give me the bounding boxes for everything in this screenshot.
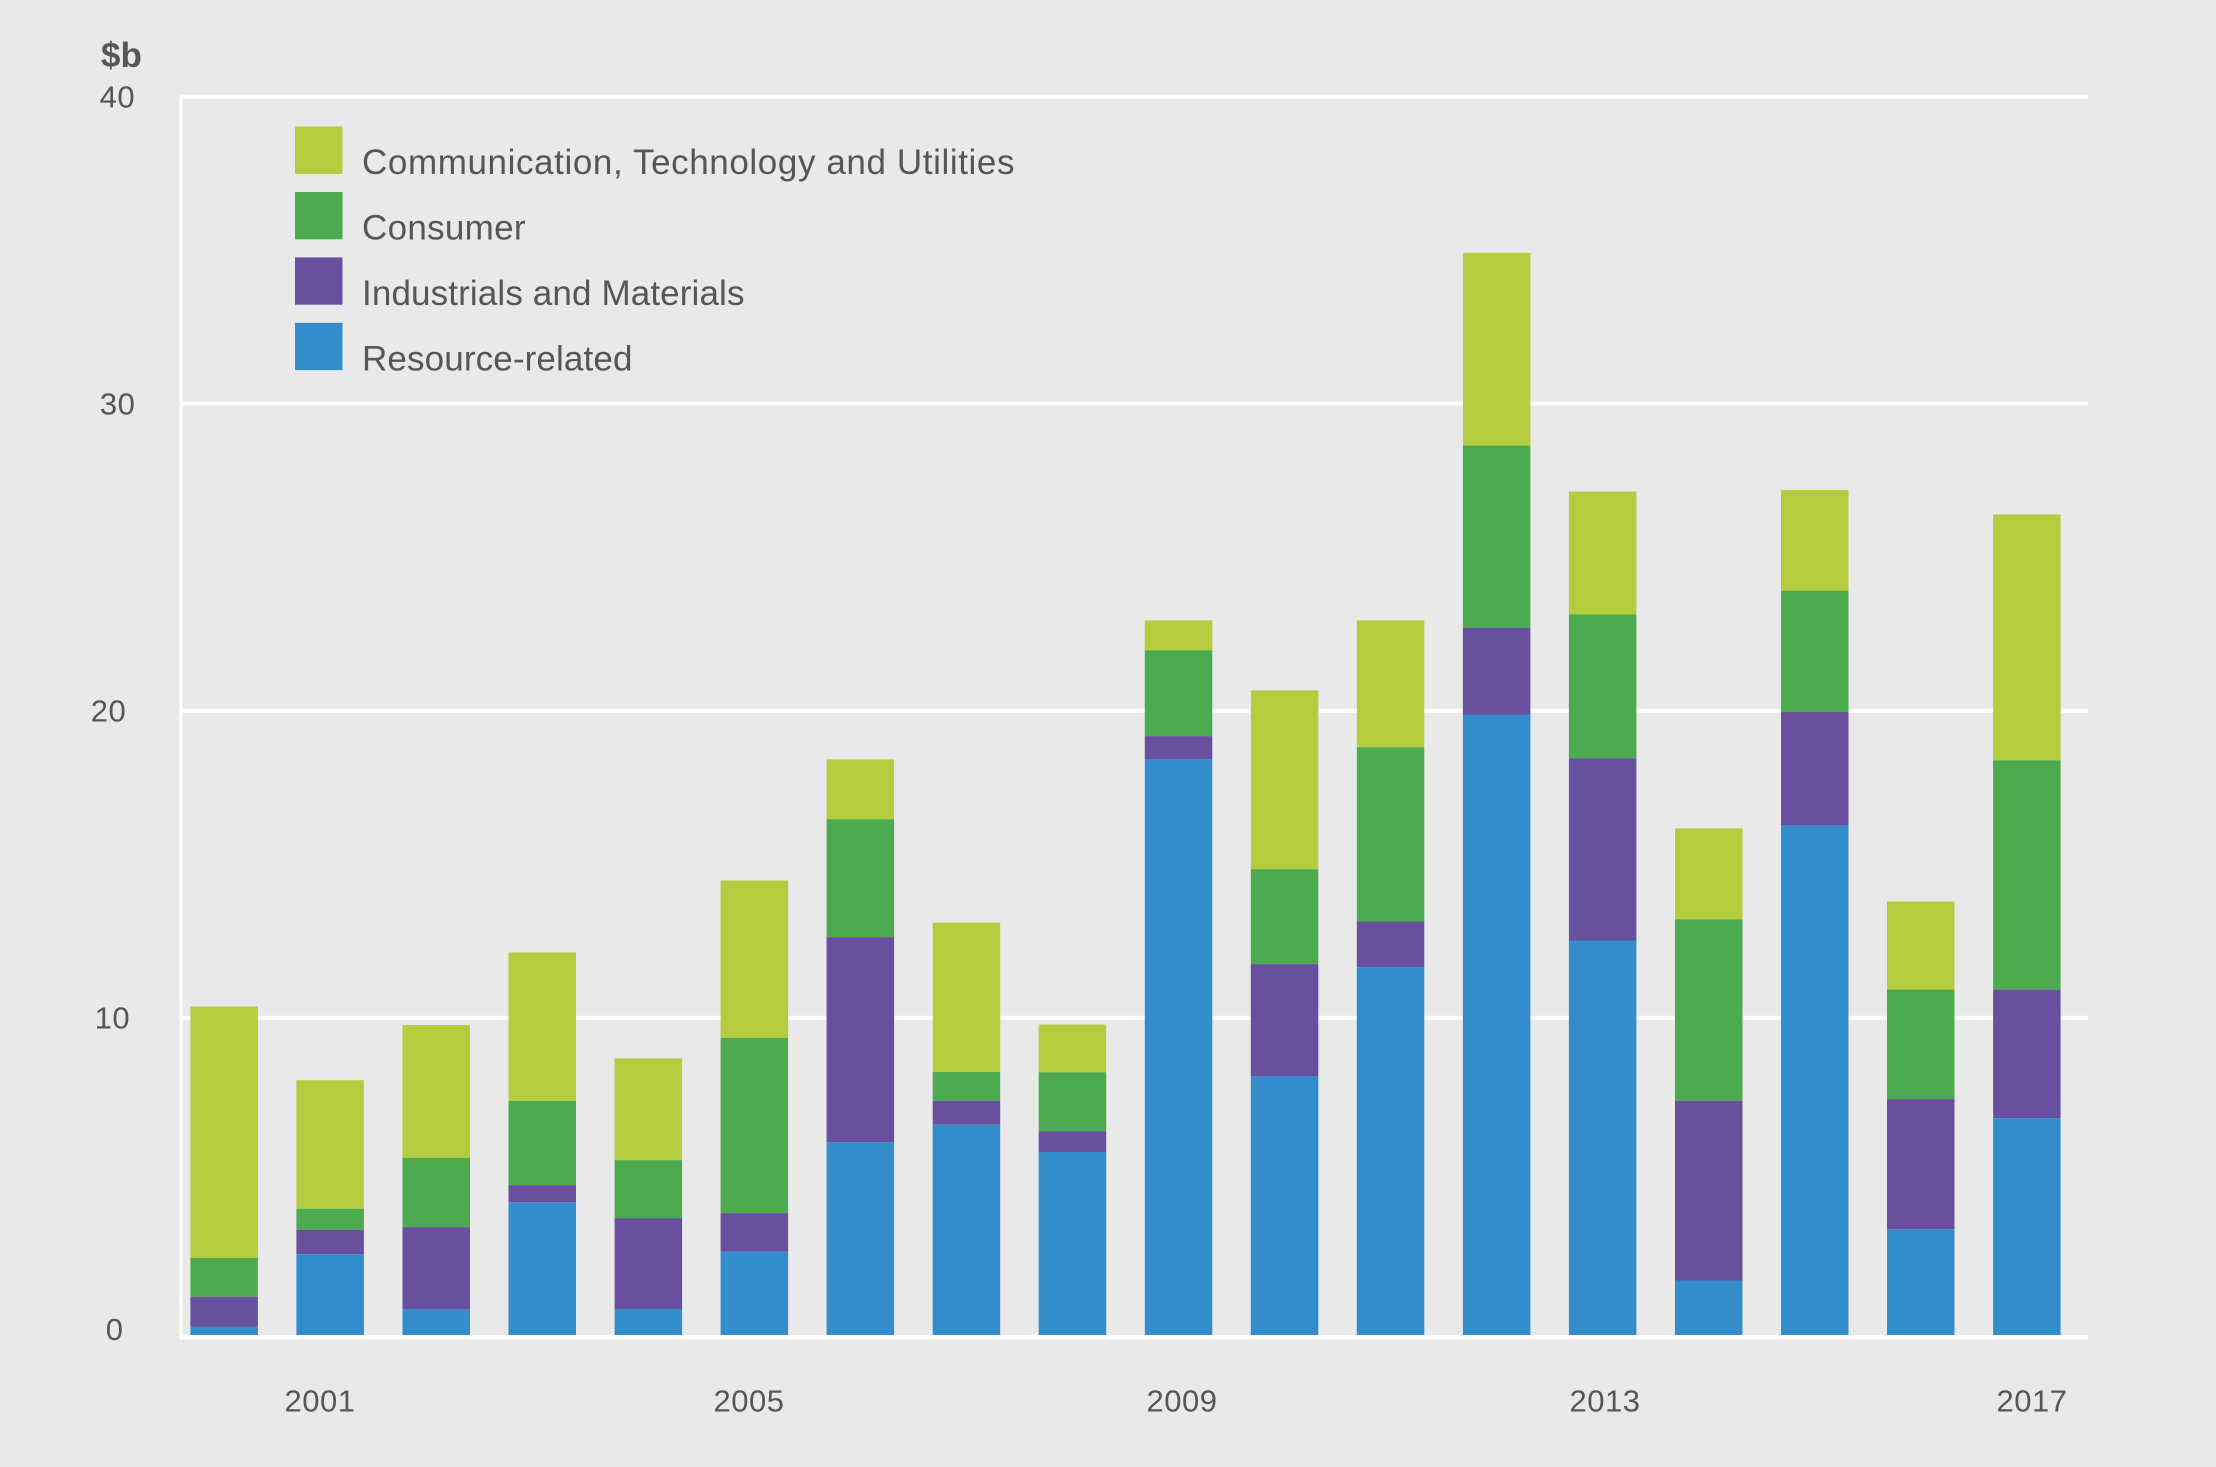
svg-text:Resource-related: Resource-related [362, 339, 633, 378]
svg-text:2005: 2005 [714, 1384, 785, 1419]
svg-text:2017: 2017 [1997, 1384, 2068, 1419]
svg-text:20: 20 [91, 693, 126, 728]
svg-text:Industrials and Materials: Industrials and Materials [362, 274, 745, 313]
svg-text:Communication, Technology and: Communication, Technology and Utilities [362, 143, 1015, 182]
svg-text:Consumer: Consumer [362, 209, 526, 248]
svg-text:40: 40 [100, 79, 135, 114]
svg-text:2013: 2013 [1570, 1384, 1641, 1419]
svg-text:10: 10 [95, 1000, 130, 1035]
svg-text:0: 0 [106, 1312, 124, 1347]
svg-text:2001: 2001 [285, 1384, 356, 1419]
svg-text:$b: $b [101, 36, 142, 75]
svg-text:30: 30 [100, 386, 135, 421]
svg-text:2009: 2009 [1147, 1384, 1218, 1419]
